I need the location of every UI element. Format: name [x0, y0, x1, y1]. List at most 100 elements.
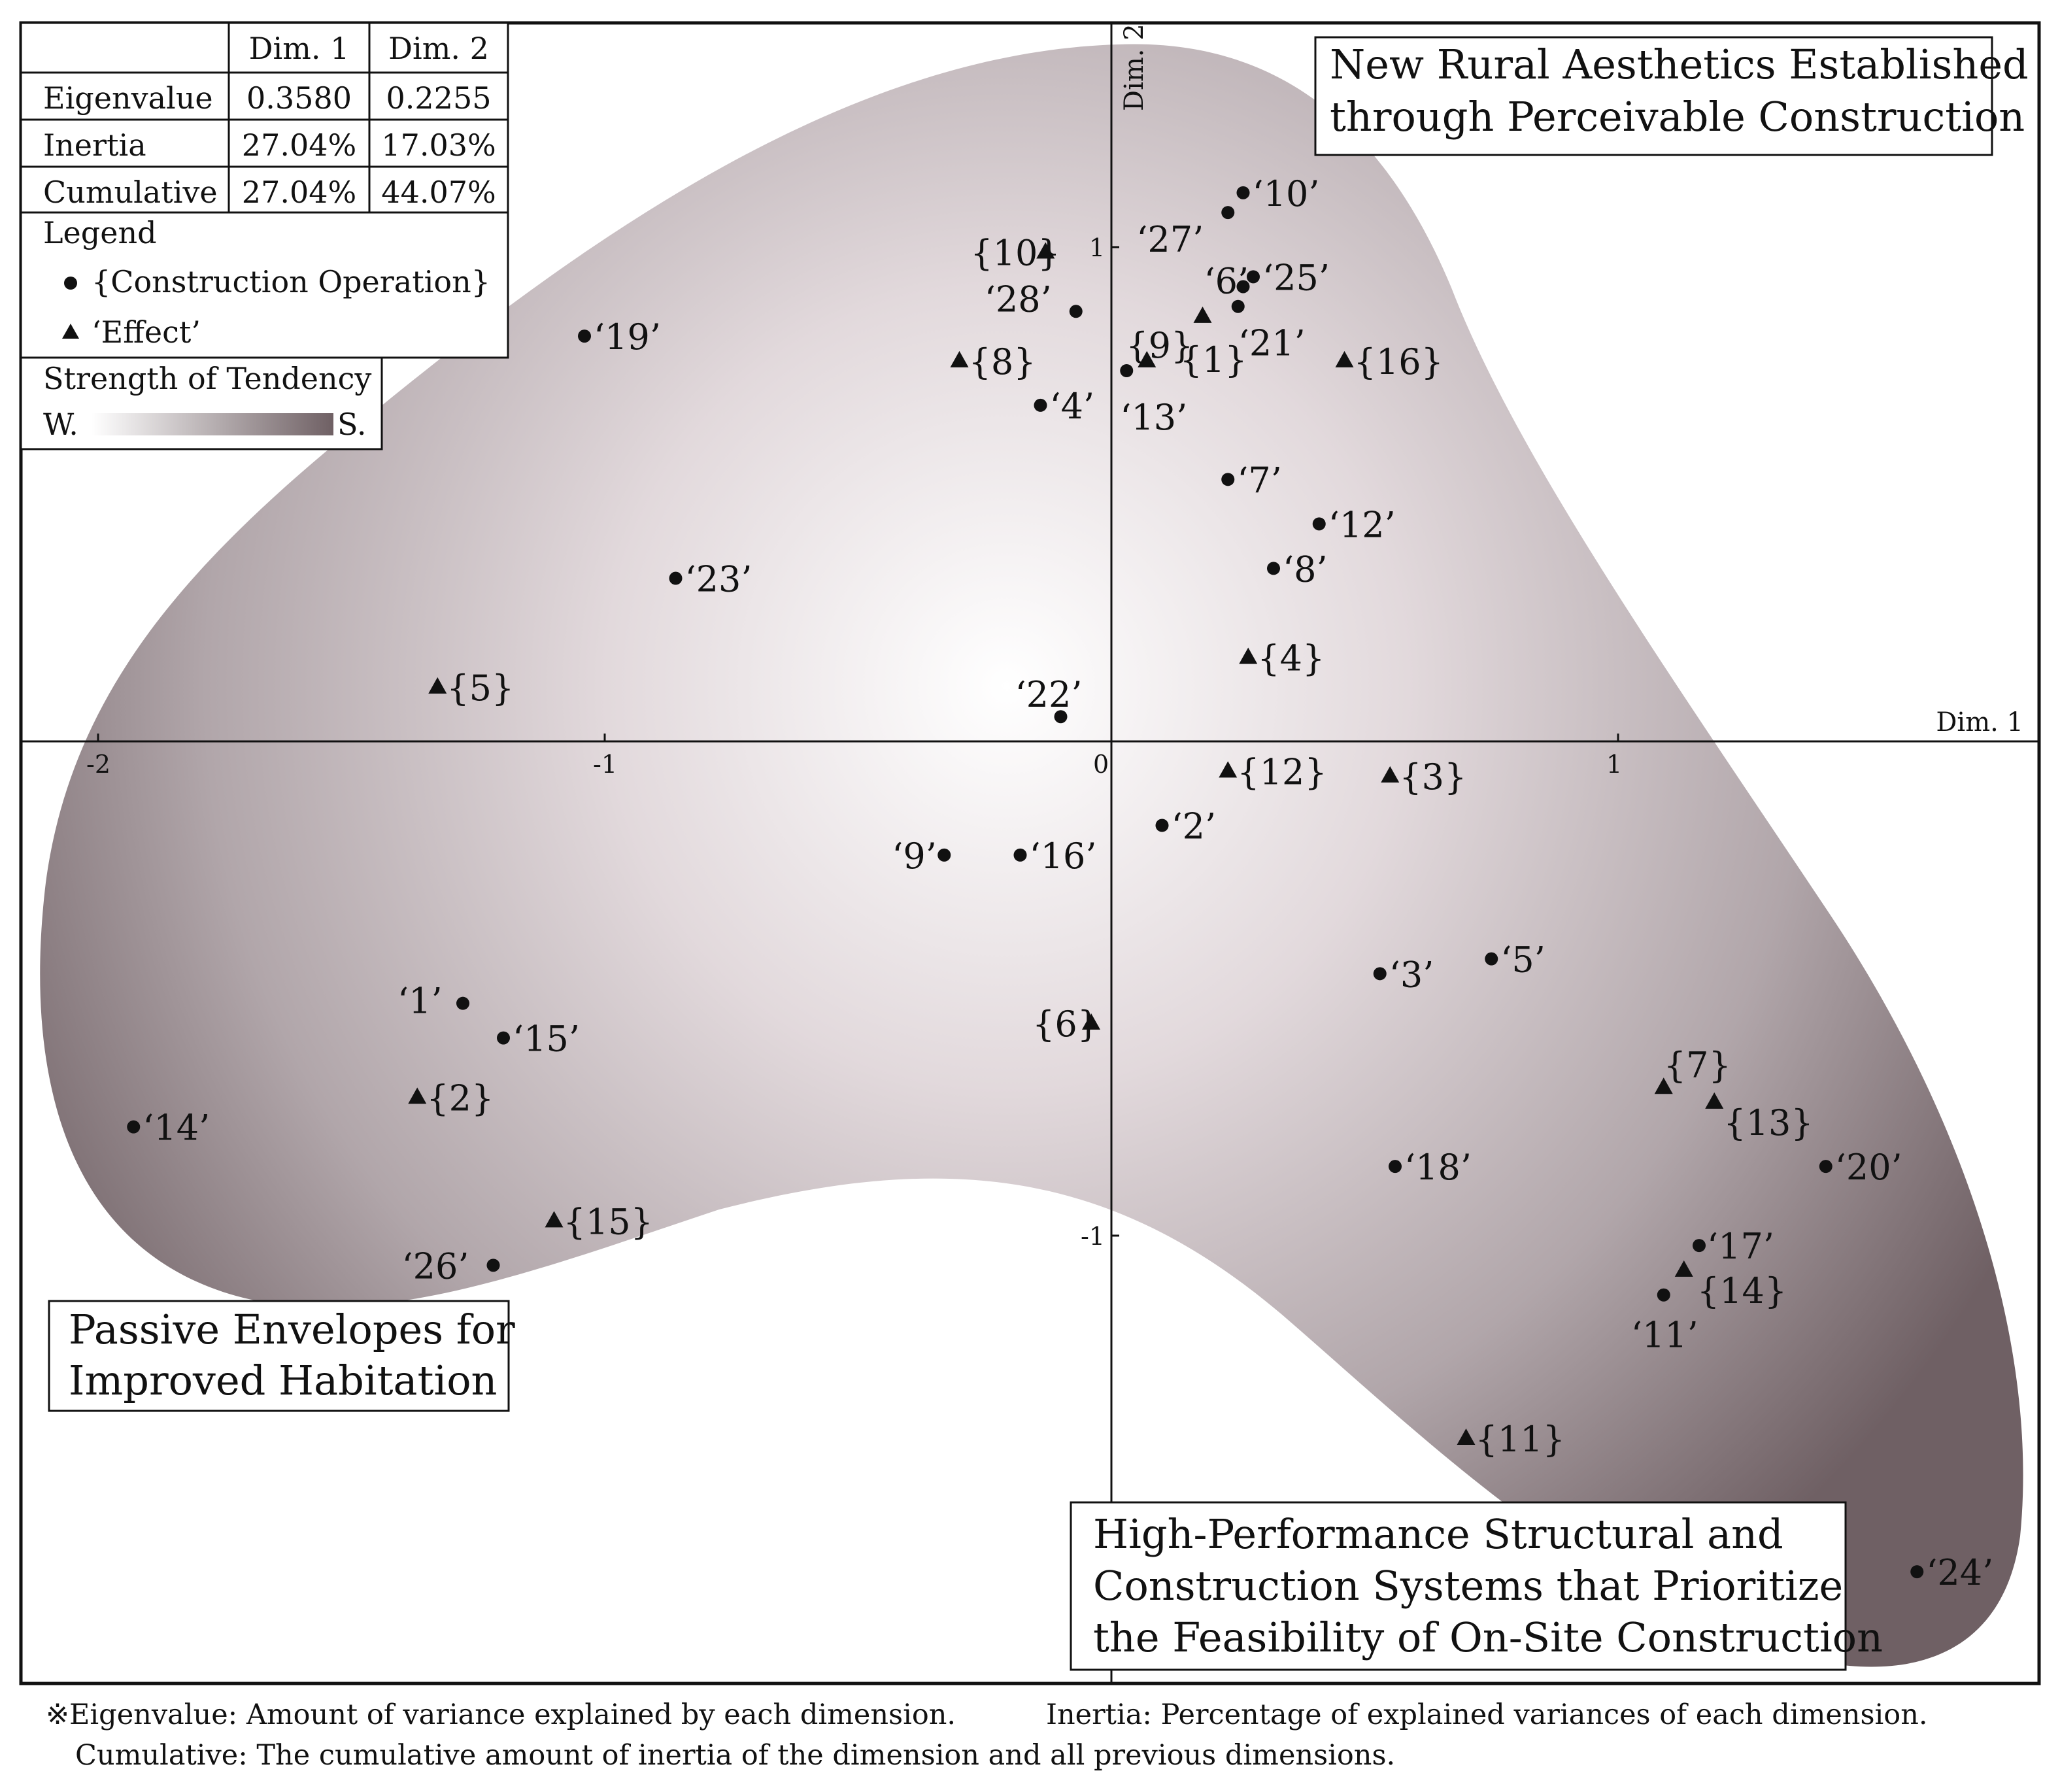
construction-point [1485, 952, 1498, 966]
effect-point [1654, 1077, 1673, 1094]
point-label: {10} [970, 233, 1060, 274]
point-label: ‘13’ [1120, 397, 1187, 438]
legend-triangle-marker [62, 324, 79, 339]
construction-point [486, 1259, 500, 1272]
point-label: ‘26’ [402, 1245, 469, 1287]
point-label: ‘3’ [1389, 954, 1434, 995]
region-label-bottom-right-box [1070, 1501, 1847, 1671]
effect-point [1381, 766, 1400, 783]
construction-point [1267, 562, 1280, 575]
y-tick-label: -1 [1081, 1222, 1105, 1251]
construction-point [1069, 305, 1083, 318]
table-cell: 0.3580 [246, 80, 352, 116]
construction-point [1120, 364, 1134, 377]
construction-point [1247, 270, 1260, 284]
effect-point [1036, 242, 1055, 259]
point-label: {12} [1237, 751, 1326, 792]
y-tick-label: 1 [1089, 233, 1105, 262]
construction-point [1013, 848, 1027, 862]
x-tick-label: -1 [593, 750, 617, 779]
gradient-bar [92, 413, 333, 435]
table-cell: 17.03% [381, 127, 496, 163]
effect-point [545, 1211, 564, 1228]
point-label: ‘22’ [1015, 674, 1083, 715]
point-label: ‘8’ [1283, 549, 1328, 590]
legend-effect-label: ‘Effect’ [92, 314, 201, 350]
region-label-top-right-box [1314, 36, 1993, 156]
legend-construction-label: {Construction Operation} [92, 264, 490, 299]
point-label: ‘19’ [594, 316, 661, 358]
construction-point [1910, 1565, 1924, 1579]
table-cell: 0.2255 [386, 80, 492, 116]
gradient-legend-title: Strength of Tendency [43, 361, 371, 396]
x-tick-label: -2 [86, 750, 110, 779]
construction-point [1657, 1288, 1670, 1302]
point-label: {13} [1723, 1102, 1813, 1143]
construction-point [1236, 186, 1250, 199]
point-label: ‘2’ [1172, 806, 1217, 847]
point-label: ‘15’ [513, 1019, 580, 1060]
construction-point [578, 330, 591, 343]
point-label: ‘1’ [397, 981, 443, 1022]
effect-point [1138, 350, 1157, 367]
tendency-region [40, 44, 2023, 1667]
point-label: {11} [1476, 1419, 1565, 1460]
footnote-line2: Cumulative: The cumulative amount of ine… [75, 1739, 1396, 1772]
point-label: ‘11’ [1631, 1315, 1698, 1356]
point-label: ‘7’ [1237, 460, 1282, 501]
point-label: ‘23’ [685, 559, 752, 600]
point-label: ‘20’ [1835, 1147, 1902, 1188]
footnote-line1a: ※Eigenvalue: Amount of variance explaine… [46, 1699, 956, 1731]
point-label: ‘12’ [1328, 504, 1396, 545]
table-cell: Inertia [43, 127, 146, 163]
legend: Legend {Construction Operation} ‘Effect’… [20, 211, 509, 450]
data-points: ‘1’ ‘2’ ‘3’ ‘4’ ‘5’ ‘6’ ‘7’ ‘8’ ‘9’ ‘10’ ‘11’ ‘12’ ‘… [127, 173, 1993, 1593]
plot-frame [19, 21, 2041, 1685]
point-label: ‘10’ [1253, 173, 1320, 214]
construction-point [1221, 473, 1235, 486]
effect-point [950, 350, 969, 367]
point-label: {6} [1032, 1004, 1100, 1045]
point-label: {4} [1257, 637, 1325, 679]
point-label: ‘17’ [1707, 1226, 1774, 1267]
construction-point [1155, 819, 1169, 832]
region-label-top-right: New Rural Aesthetics Established through… [1314, 36, 2029, 156]
point-label: ‘4’ [1050, 386, 1095, 427]
effect-point [1335, 350, 1354, 367]
effect-point [408, 1087, 427, 1104]
construction-point [669, 571, 683, 585]
construction-point [1231, 299, 1245, 313]
point-label: ‘18’ [1404, 1147, 1472, 1188]
effect-point [1705, 1092, 1724, 1109]
gradient-strong-label: S. [337, 407, 367, 442]
point-label: ‘27’ [1136, 219, 1204, 260]
point-label: {15} [564, 1201, 653, 1242]
legend-title: Legend [43, 215, 157, 250]
point-label: {8} [969, 341, 1036, 382]
effect-point [1193, 306, 1212, 323]
point-label: {9} [1126, 325, 1193, 366]
effect-point [1239, 647, 1258, 664]
table-cell: Cumulative [43, 175, 218, 210]
region-label-bottom-left-line1: Passive Envelopes for [69, 1306, 515, 1353]
region-label-bottom-right-line3: the Feasibility of On-Site Construction [1093, 1614, 1883, 1661]
region-label-bottom-right-line2: Construction Systems that Prioritize [1093, 1562, 1843, 1610]
effect-point [1219, 761, 1238, 778]
x-tick-label: 1 [1606, 750, 1622, 779]
construction-point [1693, 1239, 1706, 1253]
region-label-bottom-left: Passive Envelopes for Improved Habitatio… [48, 1300, 515, 1412]
x-tick-label: 0 [1093, 750, 1109, 779]
stats-table-bg [21, 23, 508, 212]
construction-point [1054, 710, 1068, 724]
table-header-cell: Dim. 2 [388, 31, 489, 66]
effect-point [1082, 1013, 1100, 1030]
point-label: ‘5’ [1500, 939, 1545, 981]
region-label-top-right-line2: through Perceivable Construction [1330, 93, 2025, 141]
point-label: {14} [1697, 1270, 1787, 1311]
point-label: ‘24’ [1926, 1552, 1993, 1593]
region-label-bottom-left-box [48, 1300, 510, 1412]
point-label: {7} [1664, 1045, 1731, 1086]
point-label: {16} [1354, 341, 1444, 382]
